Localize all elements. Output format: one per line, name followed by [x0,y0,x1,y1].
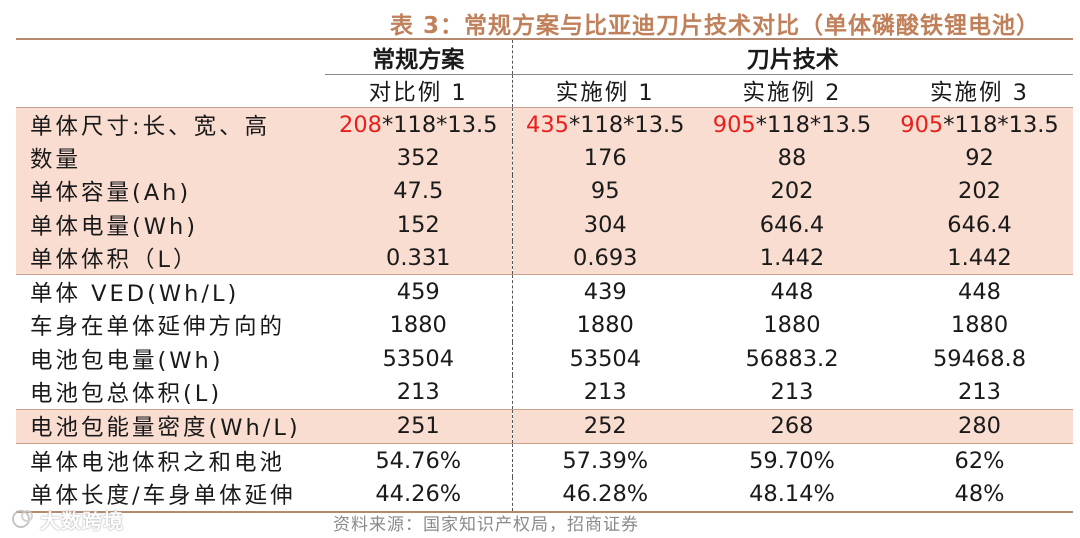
row-label: 单体电池体积之和电池 [16,442,325,478]
table-cell: 53504 [382,345,455,372]
cell-value: *118*13.5 [568,111,685,138]
cell-value: *118*13.5 [755,111,872,138]
table-cell: 252 [511,408,698,444]
table-cell: 95 [511,174,698,208]
table-row-capacity: 单体容量(Ah) 47.5 95 202 202 [16,174,1074,208]
row-label: 数量 [16,141,325,175]
table-cell: 48% [886,477,1074,513]
watermark-text: 大数跨境 [40,508,124,533]
table-cell: 1880 [389,312,447,339]
table-cell: 448 [886,274,1074,309]
table-cell: 213 [396,379,440,406]
table-cell: 905*118*13.5 [886,107,1074,142]
table-cell: 62% [886,442,1074,478]
table-row-volume: 单体体积（L） 0.331 0.693 1.442 1.442 [16,241,1074,275]
table-cell: 88 [698,141,886,175]
table-row-energy: 单体电量(Wh) 152 304 646.4 646.4 [16,207,1074,242]
table-cell: 202 [698,174,886,208]
header-corner [16,40,325,75]
watermark-logo-icon [12,510,33,528]
table-row-pack-density: 电池包能量密度(Wh/L) 251 252 268 280 [16,408,1074,444]
table-row-body-length: 车身在单体延伸方向的 1880 1880 1880 1880 [16,308,1073,343]
table-cell: 435*118*13.5 [511,107,698,142]
table-cell: 1880 [763,312,821,339]
row-label: 电池包总体积(L) [30,381,223,408]
table-cell: 46.28% [511,477,698,513]
table-cell: 905*118*13.5 [698,107,886,142]
cell-value: *118*13.5 [943,111,1059,138]
table-cell: 213 [770,379,814,406]
table-row-pack-volume: 电池包总体积(L) 213 213 213 213 [16,375,1073,410]
header-scheme-blade: 刀片技术 [511,40,1074,75]
table-cell: 448 [698,274,886,309]
table-cell: 268 [698,408,886,444]
table-cell: 213 [958,379,1001,406]
table-cell: 92 [886,141,1074,175]
table-cell: 48.14% [698,477,886,513]
highlight-value: 905 [900,111,944,138]
row-label: 单体体积（L） [16,241,325,275]
table-cell: 213 [511,375,698,410]
table-cell: 1.442 [886,241,1074,275]
table-cell: 0.331 [325,241,512,275]
table-row-ved: 单体 VED(Wh/L) 459 439 448 448 [16,274,1074,309]
comparison-table: 常规方案 刀片技术 对比例 1 实施例 1 实施例 2 实施例 3 单体尺寸:长… [16,40,1074,513]
table-cell: 53504 [511,342,698,376]
cell-value: *118*13.5 [381,111,498,138]
title-rule [16,38,1073,40]
row-label: 单体尺寸:长、宽、高 [16,107,325,142]
row-label: 单体电量(Wh) [16,207,325,242]
table-cell: 1880 [511,308,698,343]
table-row-length-ratio: 单体长度/车身单体延伸 44.26% 46.28% 48.14% 48% [16,477,1074,513]
table-row-volume-ratio: 单体电池体积之和电池 54.76% 57.39% 59.70% 62% [16,442,1074,478]
watermark: 大数跨境 [10,505,160,533]
header-corner-2 [16,74,325,108]
row-label: 车身在单体延伸方向的 [30,314,286,341]
header-col-3: 实施例 2 [698,74,886,108]
header-row-schemes: 常规方案 刀片技术 [16,40,1074,75]
table-cell: 251 [325,408,512,444]
table-cell: 439 [511,274,698,309]
table-title: 表 3：常规方案与比亚迪刀片技术对比（单体磷酸铁锂电池） [389,13,1040,39]
header-scheme-conventional: 常规方案 [325,40,512,75]
table-cell: 646.4 [698,207,886,242]
table-row-cell-size: 单体尺寸:长、宽、高 208*118*13.5 435*118*13.5 905… [16,107,1074,142]
table-row-pack-energy: 电池包电量(Wh) 53504 53504 56883.2 59468.8 [16,342,1073,376]
highlight-value: 435 [526,111,569,138]
row-label: 单体容量(Ah) [16,174,325,208]
table-cell: 54.76% [325,442,512,478]
table-cell: 304 [511,207,698,242]
table-cell: 44.26% [325,477,512,513]
table-cell: 59.70% [698,442,886,478]
table-cell: 0.693 [511,241,698,275]
header-col-1: 对比例 1 [325,74,512,108]
table-cell: 176 [511,141,698,175]
table-row-quantity: 数量 352 176 88 92 [16,141,1074,175]
row-label: 电池包电量(Wh) [30,347,224,374]
table-cell: 59468.8 [932,345,1027,372]
table-cell: 352 [325,141,512,175]
header-col-2: 实施例 1 [511,74,698,108]
table-cell: 56883.2 [745,345,839,372]
table-cell: 202 [886,174,1074,208]
table-cell: 208*118*13.5 [325,107,512,142]
row-label: 单体 VED(Wh/L) [16,274,325,309]
table-cell: 646.4 [886,207,1074,242]
table-cell: 57.39% [511,442,698,478]
table-cell: 47.5 [325,174,512,208]
row-label: 电池包能量密度(Wh/L) [16,408,325,444]
highlight-value: 208 [339,111,382,138]
header-col-4: 实施例 3 [886,74,1074,108]
table-cell: 152 [325,207,512,242]
header-row-columns: 对比例 1 实施例 1 实施例 2 实施例 3 [16,74,1074,108]
table-cell: 459 [325,274,512,309]
highlight-value: 905 [712,111,756,138]
table-cell: 1880 [950,312,1009,339]
row-label: 单体长度/车身单体延伸 [16,477,325,513]
table-cell: 1.442 [698,241,886,275]
source-note: 资料来源：国家知识产权局，招商证券 [333,515,639,535]
table-cell: 280 [886,408,1074,444]
